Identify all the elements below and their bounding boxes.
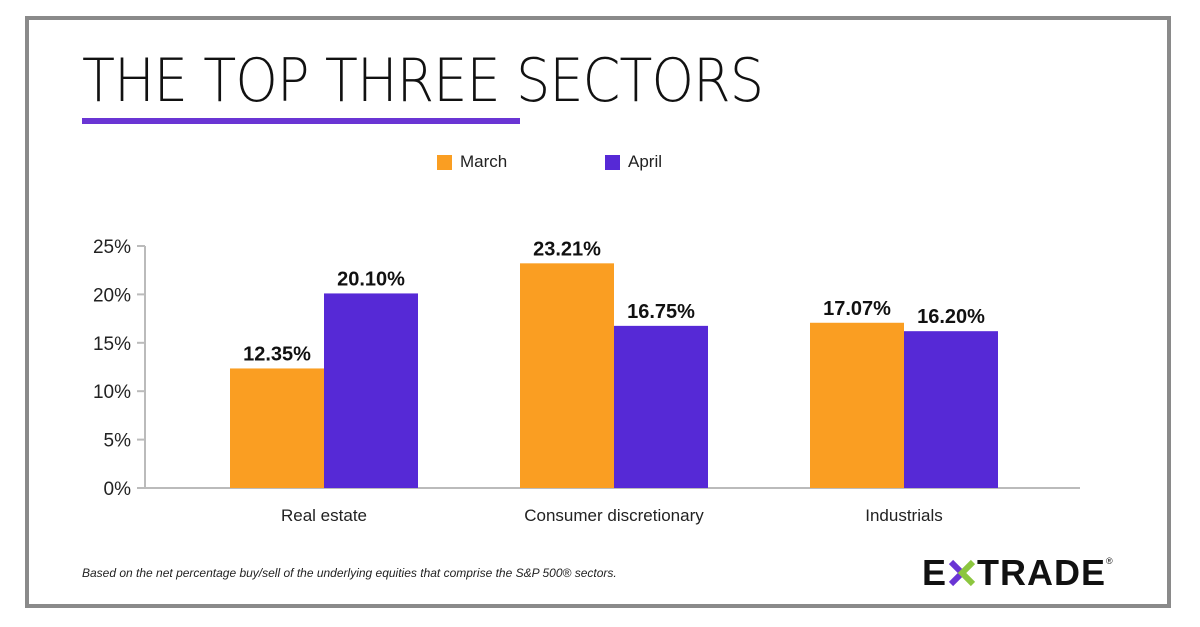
x-tick-label: Real estate	[281, 506, 367, 525]
bar-april	[614, 325, 708, 488]
y-tick-label: 5%	[104, 431, 132, 452]
bar-april	[904, 331, 998, 488]
bar-april	[324, 293, 418, 488]
etrade-star-icon	[948, 559, 976, 587]
y-tick-label: 20%	[93, 285, 131, 306]
title-underline	[82, 118, 520, 124]
logo-left: E	[922, 552, 948, 593]
bar-march	[230, 368, 324, 488]
etrade-logo: E TRADE ®	[922, 552, 1114, 594]
data-label: 16.20%	[917, 306, 985, 328]
footnote: Based on the net percentage buy/sell of …	[82, 566, 617, 580]
legend-item-april: April	[605, 152, 662, 172]
legend-item-march: March	[437, 152, 507, 172]
y-tick-label: 10%	[93, 382, 131, 403]
data-label: 16.75%	[627, 301, 695, 323]
bar-march	[810, 322, 904, 488]
bar-march	[520, 263, 614, 488]
legend-label-april: April	[628, 152, 663, 171]
data-label: 12.35%	[243, 343, 311, 365]
y-tick-label: 0%	[104, 479, 132, 500]
data-label: 23.21%	[533, 238, 601, 260]
page-title: THE TOP THREE SECTORS	[82, 46, 764, 116]
legend-swatch-april	[605, 154, 620, 170]
legend-swatch-march	[437, 154, 452, 170]
x-tick-label: Industrials	[865, 506, 942, 525]
data-label: 17.07%	[823, 298, 891, 320]
y-tick-label: 15%	[93, 334, 131, 355]
logo-right: TRADE	[977, 552, 1107, 593]
x-tick-label: Consumer discretionary	[524, 506, 704, 525]
y-tick-label: 25%	[93, 237, 131, 258]
data-label: 20.10%	[337, 268, 405, 290]
logo-registered: ®	[1106, 556, 1114, 566]
legend-label-march: March	[460, 152, 508, 171]
